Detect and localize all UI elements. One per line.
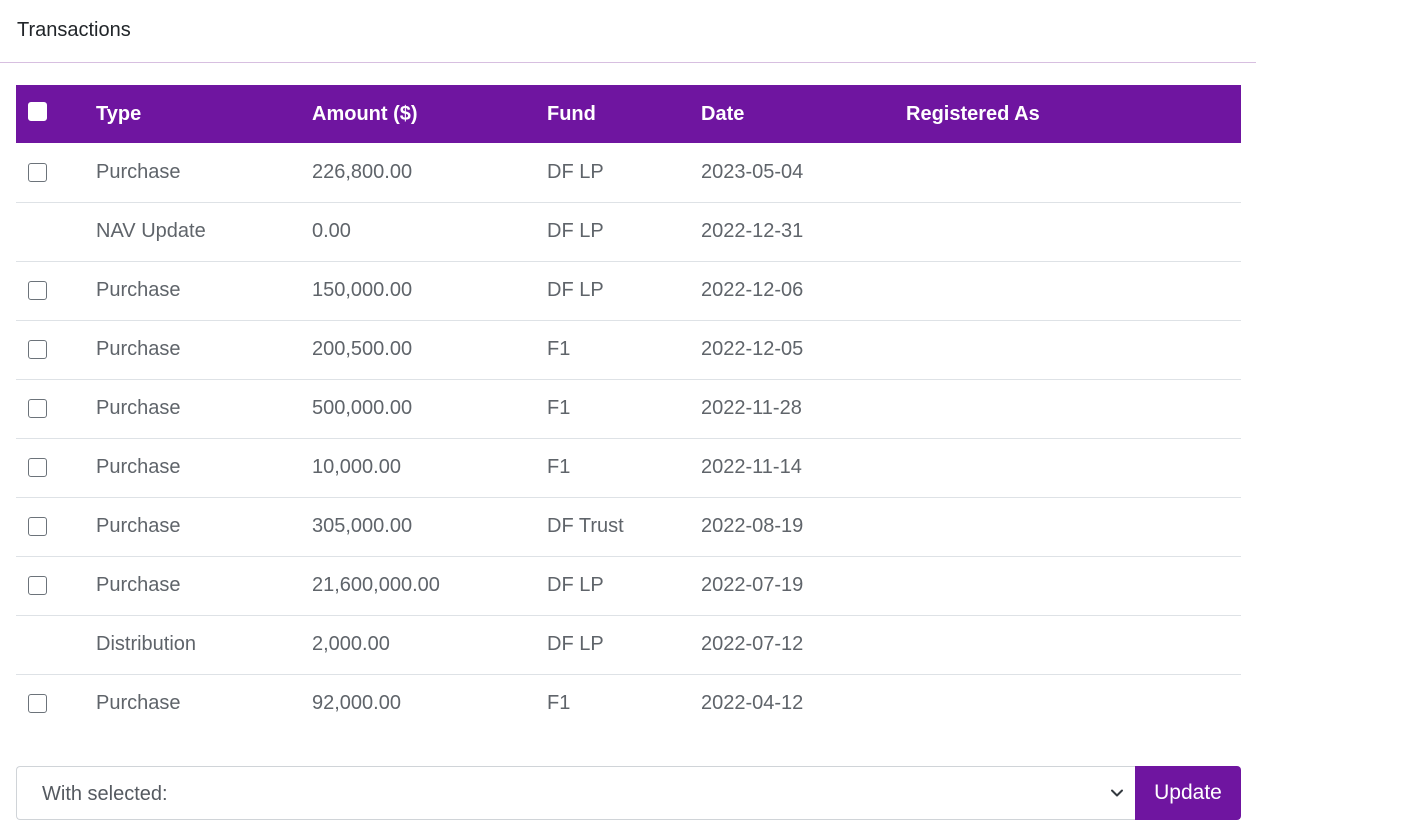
cell-amount: 10,000.00 — [312, 456, 401, 478]
transactions-table: Type Amount ($) Fund Date Registered As … — [16, 85, 1241, 733]
cell-amount: 305,000.00 — [312, 515, 413, 537]
cell-fund: DF LP — [547, 574, 604, 596]
row-select-checkbox[interactable] — [28, 162, 47, 182]
cell-type: NAV Update — [96, 220, 206, 242]
header-select-cell — [16, 85, 96, 143]
section-header: Transactions — [0, 0, 1256, 63]
cell-fund: DF LP — [547, 160, 604, 183]
chevron-down-icon — [1111, 789, 1123, 797]
table-row: NAV Update 0.00 DF LP 2022-12-31 — [16, 202, 1241, 261]
cell-date: 2022-07-12 — [701, 633, 804, 655]
transactions-table-container: Type Amount ($) Fund Date Registered As … — [16, 85, 1241, 733]
cell-registered-as — [906, 674, 1241, 733]
select-all-checkbox[interactable] — [28, 101, 47, 121]
row-select-cell — [16, 379, 96, 438]
cell-registered-as — [906, 202, 1241, 261]
table-body: Purchase 226,800.00 DF LP 2023-05-04 NAV Upd… — [16, 143, 1241, 733]
cell-type: Purchase — [96, 338, 181, 360]
row-select-cell — [16, 556, 96, 615]
cell-date: 2022-12-05 — [701, 338, 804, 360]
table-row: Purchase 226,800.00 DF LP 2023-05-04 — [16, 143, 1241, 202]
table-row: Purchase 305,000.00 DF Trust 2022-08-19 — [16, 497, 1241, 556]
row-select-cell — [16, 438, 96, 497]
cell-date: 2022-12-06 — [701, 279, 804, 301]
row-select-cell — [16, 320, 96, 379]
table-row: Purchase 500,000.00 F1 2022-11-28 — [16, 379, 1241, 438]
cell-type: Distribution — [96, 633, 197, 655]
cell-type: Purchase — [96, 279, 181, 301]
cell-type: Purchase — [96, 160, 181, 183]
update-button[interactable]: Update — [1135, 766, 1241, 820]
cell-registered-as — [906, 615, 1241, 674]
cell-amount: 2,000.00 — [312, 633, 390, 655]
cell-date: 2022-11-28 — [701, 397, 802, 419]
bulk-action-select-value: With selected: — [42, 783, 168, 805]
row-select-cell — [16, 615, 96, 674]
table-row: Distribution 2,000.00 DF LP 2022-07-12 — [16, 615, 1241, 674]
cell-registered-as — [906, 497, 1241, 556]
row-select-cell — [16, 261, 96, 320]
row-select-checkbox[interactable] — [28, 694, 47, 714]
row-select-checkbox[interactable] — [28, 576, 47, 596]
cell-type: Purchase — [96, 397, 181, 419]
row-select-cell — [16, 143, 96, 202]
section-title: Transactions — [17, 19, 131, 41]
row-select-cell — [16, 674, 96, 733]
cell-registered-as — [906, 438, 1241, 497]
column-header-date[interactable]: Date — [701, 102, 745, 125]
column-header-type[interactable]: Type — [96, 102, 142, 125]
cell-date: 2022-12-31 — [701, 220, 804, 242]
cell-type: Purchase — [96, 692, 181, 715]
row-select-checkbox[interactable] — [28, 281, 47, 301]
bulk-action-select[interactable]: With selected: — [16, 766, 1135, 820]
column-header-fund[interactable]: Fund — [547, 102, 596, 125]
table-row: Purchase 92,000.00 F1 2022-04-12 — [16, 674, 1241, 733]
cell-amount: 200,500.00 — [312, 338, 413, 360]
row-select-checkbox[interactable] — [28, 340, 47, 360]
cell-fund: DF LP — [547, 633, 604, 655]
cell-registered-as — [906, 143, 1241, 202]
table-row: Purchase 10,000.00 F1 2022-11-14 — [16, 438, 1241, 497]
cell-registered-as — [906, 379, 1241, 438]
cell-amount: 92,000.00 — [312, 692, 401, 715]
cell-fund: F1 — [547, 456, 571, 478]
cell-fund: DF LP — [547, 279, 604, 301]
column-header-registered-as[interactable]: Registered As — [906, 102, 1040, 125]
table-row: Purchase 200,500.00 F1 2022-12-05 — [16, 320, 1241, 379]
row-select-checkbox[interactable] — [28, 399, 47, 419]
row-select-checkbox[interactable] — [28, 458, 47, 478]
bulk-action-bar: With selected: Update — [16, 766, 1241, 820]
cell-type: Purchase — [96, 515, 181, 537]
table-header: Type Amount ($) Fund Date Registered As — [16, 85, 1241, 143]
cell-date: 2022-08-19 — [701, 515, 804, 537]
column-header-amount[interactable]: Amount ($) — [312, 102, 418, 125]
table-row: Purchase 150,000.00 DF LP 2022-12-06 — [16, 261, 1241, 320]
cell-fund: DF LP — [547, 220, 604, 242]
cell-fund: F1 — [547, 692, 571, 715]
cell-amount: 0.00 — [312, 220, 351, 242]
cell-registered-as — [906, 320, 1241, 379]
row-select-cell — [16, 497, 96, 556]
cell-type: Purchase — [96, 574, 181, 596]
cell-fund: DF Trust — [547, 515, 624, 537]
table-row: Purchase 21,600,000.00 DF LP 2022-07-19 — [16, 556, 1241, 615]
cell-date: 2022-07-19 — [701, 574, 804, 596]
cell-amount: 21,600,000.00 — [312, 574, 440, 596]
table-header-row: Type Amount ($) Fund Date Registered As — [16, 85, 1241, 143]
cell-type: Purchase — [96, 456, 181, 478]
cell-amount: 150,000.00 — [312, 279, 413, 301]
cell-amount: 226,800.00 — [312, 160, 413, 183]
cell-date: 2023-05-04 — [701, 160, 804, 183]
cell-registered-as — [906, 556, 1241, 615]
row-select-cell — [16, 202, 96, 261]
row-select-checkbox[interactable] — [28, 517, 47, 537]
cell-amount: 500,000.00 — [312, 397, 413, 419]
cell-fund: F1 — [547, 397, 571, 419]
cell-date: 2022-04-12 — [701, 692, 804, 715]
cell-fund: F1 — [547, 338, 571, 360]
cell-date: 2022-11-14 — [701, 456, 802, 478]
cell-registered-as — [906, 261, 1241, 320]
